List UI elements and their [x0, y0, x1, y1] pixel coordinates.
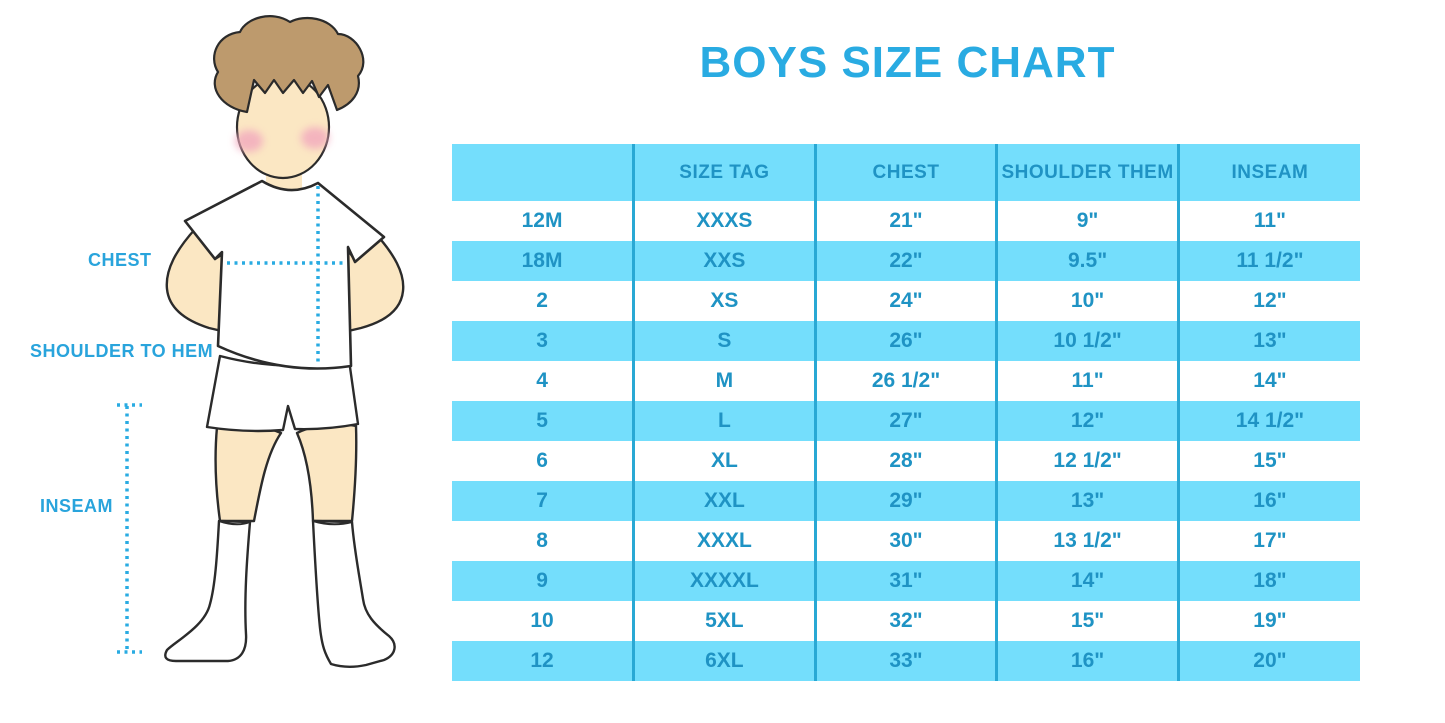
size-cell: 17": [1176, 521, 1360, 561]
size-cell: 13 1/2": [995, 521, 1179, 561]
t-shirt: [183, 179, 386, 370]
size-cell: M: [632, 361, 816, 401]
table-row: 9 XXXXL 31" 14" 18": [452, 561, 1360, 601]
size-cell: 21": [813, 201, 997, 241]
table-row: 8 XXXL 30" 13 1/2" 17": [452, 521, 1360, 561]
size-cell: 14": [1176, 361, 1360, 401]
table-row: 12M XXXS 21" 9" 11": [452, 201, 1360, 241]
table-body: 12M XXXS 21" 9" 11" 18M XXS 22" 9.5" 11 1/2" 2 XS 24…: [452, 201, 1360, 681]
chest-label: CHEST: [88, 250, 152, 270]
table-row: 3 S 26" 10 1/2" 13": [452, 321, 1360, 361]
inseam-label: INSEAM: [40, 496, 114, 516]
shoulder-to-hem-label: SHOULDER TO HEM: [30, 341, 214, 361]
table-row: 7 XXL 29" 13" 16": [452, 481, 1360, 521]
size-cell: XL: [632, 441, 816, 481]
table-row: 6 XL 28" 12 1/2" 15": [452, 441, 1360, 481]
size-cell: 12: [452, 641, 634, 681]
size-cell: 9: [452, 561, 634, 601]
size-cell: 31": [813, 561, 997, 601]
size-cell: 9": [995, 201, 1179, 241]
left-cheek: [235, 130, 263, 152]
size-cell: 10: [452, 601, 634, 641]
size-cell: XXXS: [632, 201, 816, 241]
size-cell: 11": [995, 361, 1179, 401]
left-leg: [214, 422, 283, 523]
size-cell: 33": [813, 641, 997, 681]
size-cell: 10 1/2": [995, 321, 1179, 361]
size-cell: 11 1/2": [1176, 241, 1360, 281]
table-row: 10 5XL 32" 15" 19": [452, 601, 1360, 641]
column-header: SHOULDER THEM: [995, 144, 1179, 201]
size-cell: 14 1/2": [1176, 401, 1360, 441]
size-cell: 26 1/2": [813, 361, 997, 401]
size-cell: 26": [813, 321, 997, 361]
size-cell: 20": [1176, 641, 1360, 681]
size-cell: 14": [995, 561, 1179, 601]
table-row: 5 L 27" 12" 14 1/2": [452, 401, 1360, 441]
table-row: 4 M 26 1/2" 11" 14": [452, 361, 1360, 401]
size-cell: L: [632, 401, 816, 441]
table-row: 2 XS 24" 10" 12": [452, 281, 1360, 321]
size-cell: 3: [452, 321, 634, 361]
page-title: BOYS SIZE CHART: [699, 38, 1116, 87]
boy-figure: [164, 15, 405, 668]
size-cell: 29": [813, 481, 997, 521]
size-cell: 12M: [452, 201, 634, 241]
size-cell: 22": [813, 241, 997, 281]
size-cell: 12": [1176, 281, 1360, 321]
size-chart-table-wrap: SIZE TAG CHEST SHOULDER THEM INSEAM 12M XXXS…: [452, 144, 1360, 681]
table-row: 12 6XL 33" 16" 20": [452, 641, 1360, 681]
size-cell: 13": [995, 481, 1179, 521]
right-cheek: [301, 127, 329, 149]
size-cell: 2: [452, 281, 634, 321]
size-cell: 32": [813, 601, 997, 641]
size-cell: XXS: [632, 241, 816, 281]
size-cell: S: [632, 321, 816, 361]
right-sock: [311, 519, 396, 668]
size-cell: 4: [452, 361, 634, 401]
boy-illustration: [117, 15, 405, 668]
size-cell: 6: [452, 441, 634, 481]
column-header: INSEAM: [1176, 144, 1360, 201]
column-header: CHEST: [813, 144, 997, 201]
table-row: 18M XXS 22" 9.5" 11 1/2": [452, 241, 1360, 281]
size-cell: 6XL: [632, 641, 816, 681]
size-cell: XXXL: [632, 521, 816, 561]
size-cell: 16": [995, 641, 1179, 681]
size-cell: 8: [452, 521, 634, 561]
column-header: [452, 144, 634, 201]
size-chart-table: SIZE TAG CHEST SHOULDER THEM INSEAM 12M XXXS…: [452, 144, 1360, 681]
size-cell: XXL: [632, 481, 816, 521]
right-leg: [295, 422, 358, 523]
size-cell: 24": [813, 281, 997, 321]
right-sock-cuff: [312, 520, 353, 526]
size-cell: 13": [1176, 321, 1360, 361]
size-cell: XXXXL: [632, 561, 816, 601]
size-cell: 5: [452, 401, 634, 441]
size-cell: 30": [813, 521, 997, 561]
size-cell: 27": [813, 401, 997, 441]
table-header: SIZE TAG CHEST SHOULDER THEM INSEAM: [452, 144, 1360, 201]
size-cell: 7: [452, 481, 634, 521]
size-cell: 5XL: [632, 601, 816, 641]
left-sock-cuff: [218, 520, 251, 526]
size-cell: 28": [813, 441, 997, 481]
size-cell: XS: [632, 281, 816, 321]
size-cell: 15": [995, 601, 1179, 641]
size-cell: 19": [1176, 601, 1360, 641]
size-cell: 15": [1176, 441, 1360, 481]
size-cell: 10": [995, 281, 1179, 321]
size-cell: 18M: [452, 241, 634, 281]
size-cell: 18": [1176, 561, 1360, 601]
hair: [213, 15, 365, 114]
size-cell: 12": [995, 401, 1179, 441]
left-sock: [164, 519, 252, 663]
size-cell: 16": [1176, 481, 1360, 521]
size-cell: 9.5": [995, 241, 1179, 281]
size-cell: 11": [1176, 201, 1360, 241]
column-header: SIZE TAG: [632, 144, 816, 201]
size-cell: 12 1/2": [995, 441, 1179, 481]
